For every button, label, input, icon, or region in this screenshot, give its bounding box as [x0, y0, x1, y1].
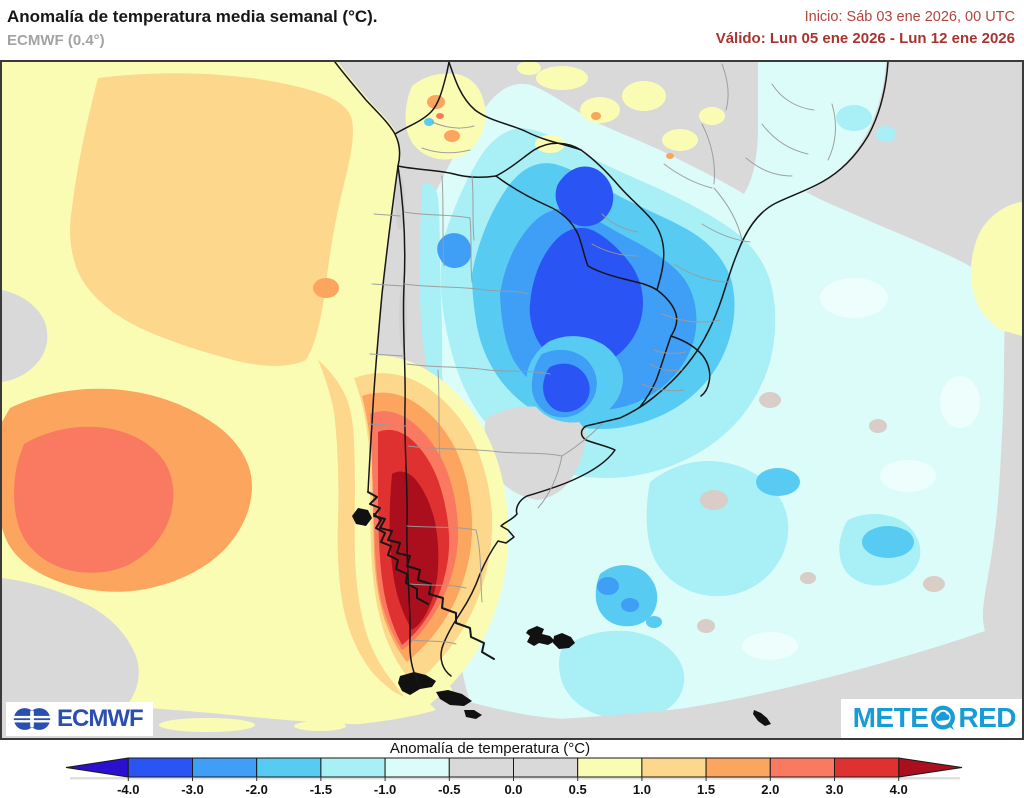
colorbar-tick-label: -3.0	[181, 782, 203, 797]
colorbar-tick-label: 1.5	[697, 782, 715, 797]
valid-period-label: Válido: Lun 05 ene 2026 - Lun 12 ene 202…	[715, 30, 1015, 47]
anomaly-map: ECMWF METE RED	[0, 60, 1024, 740]
pacific-neutral-patches	[2, 290, 139, 731]
ecmwf-logo-text: ECMWF	[57, 705, 144, 732]
colorbar-cell	[192, 757, 258, 778]
meteored-logo-text-left: METE	[852, 702, 929, 733]
meteored-logo-text-right: RED	[958, 702, 1016, 733]
colorbar-title: Anomalía de temperatura (°C)	[390, 740, 590, 757]
colorbar-cell	[256, 757, 322, 778]
colorbar-tick	[320, 777, 322, 781]
colorbar-cell	[513, 757, 579, 778]
colorbar-right-arrow	[898, 757, 963, 778]
colorbar-cell	[769, 757, 835, 778]
colorbar-tick	[769, 777, 771, 781]
colorbar-cell	[127, 757, 193, 778]
colorbar-tick-label: -1.5	[310, 782, 332, 797]
meteored-logo: METE RED	[840, 699, 1022, 738]
colorbar-tick-label: -2.0	[245, 782, 267, 797]
anomaly-map-svg	[2, 62, 1022, 738]
colorbar-tick-label: 1.0	[633, 782, 651, 797]
colorbar-tick-label: -4.0	[117, 782, 139, 797]
colorbar-tick	[256, 777, 258, 781]
colorbar-tick-label: -1.0	[374, 782, 396, 797]
init-time-label: Inicio: Sáb 03 ene 2026, 00 UTC	[804, 9, 1015, 25]
colorbar-cell	[705, 757, 771, 778]
colorbar-left-arrow	[65, 757, 129, 778]
page-title: Anomalía de temperatura media semanal (°…	[7, 7, 378, 26]
pacific-warm-anomaly	[2, 62, 436, 731]
colorbar-tick-label: 0.0	[504, 782, 522, 797]
colorbar-tick-label: 4.0	[890, 782, 908, 797]
colorbar-tick-label: -0.5	[438, 782, 460, 797]
ecmwf-logo-icon	[12, 708, 52, 730]
colorbar-tick	[641, 777, 643, 781]
colorbar-tick	[898, 777, 900, 781]
colorbar-tick	[834, 777, 835, 781]
colorbar-shadow	[70, 777, 960, 780]
meteored-cloud-icon	[931, 705, 956, 731]
patagonia-hot-anomaly	[344, 355, 509, 712]
colorbar-tick-label: 2.0	[761, 782, 779, 797]
admin-borders	[368, 63, 836, 645]
colorbar-tick	[577, 777, 579, 781]
ecmwf-logo: ECMWF	[6, 702, 153, 736]
colorbar-tick-label: 0.5	[569, 782, 587, 797]
colorbar-tick	[384, 777, 386, 781]
colorbar-tick	[513, 777, 514, 781]
colorbar-tick	[192, 777, 193, 781]
colorbar-tick-label: 3.0	[825, 782, 843, 797]
colorbar: Anomalía de temperatura (°C) -4.0 -3.0 -2.0…	[65, 740, 963, 797]
header: Anomalía de temperatura media semanal (°…	[0, 0, 1024, 62]
colorbar-cell	[641, 757, 707, 778]
colorbar-cell	[577, 757, 643, 778]
colorbar-cell	[320, 757, 386, 778]
cold-patch-rio-de-la-plata	[526, 336, 624, 423]
colorbar-tick	[448, 777, 450, 781]
colorbar-tick	[127, 777, 129, 781]
fjord-coastline	[367, 491, 495, 660]
legend-footer: Anomalía de temperatura (°C) -4.0 -3.0 -2.0…	[0, 740, 1024, 798]
colorbar-cell	[384, 757, 450, 778]
colorbar-cell	[448, 757, 514, 778]
colorbar-cell	[834, 757, 900, 778]
model-subtitle: ECMWF (0.4°)	[7, 32, 105, 49]
colorbar-tick	[705, 777, 707, 781]
islands	[352, 508, 771, 726]
